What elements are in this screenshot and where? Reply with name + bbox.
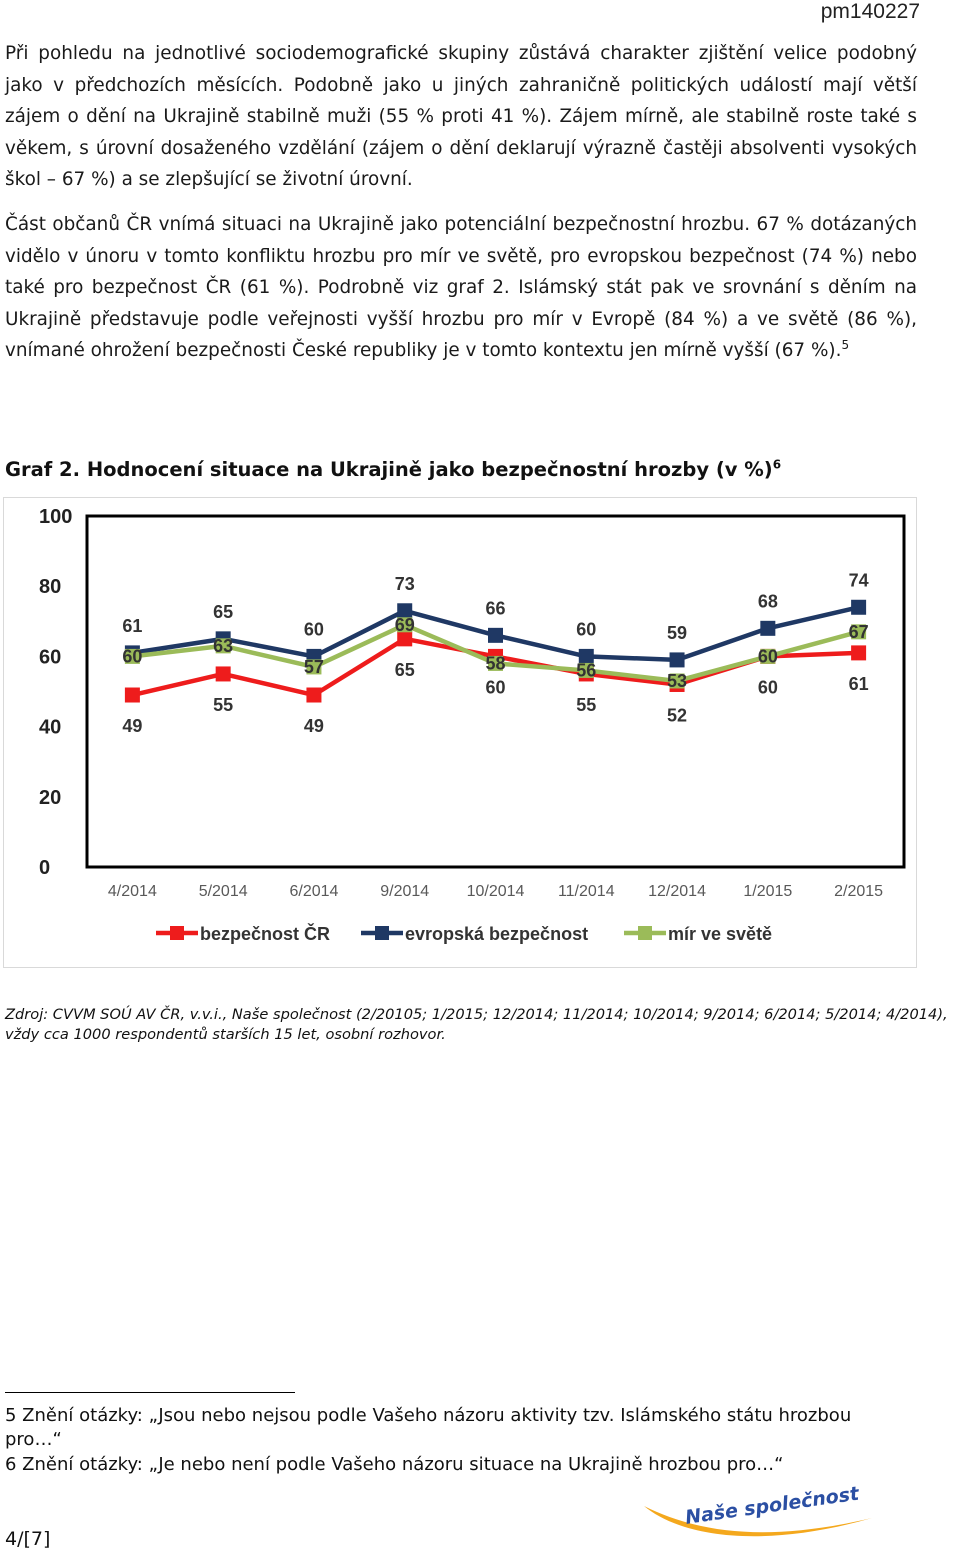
data-point <box>669 652 685 668</box>
data-point <box>669 673 685 689</box>
footnote-ref-6: 6 <box>772 457 782 472</box>
footnote-5: 5 Znění otázky: „Jsou nebo nejsou podle … <box>5 1405 852 1450</box>
x-tick-label: 1/2015 <box>743 883 792 900</box>
data-point <box>851 599 867 615</box>
data-label: 61 <box>849 674 869 694</box>
data-label: 53 <box>667 671 687 691</box>
data-point <box>760 648 776 664</box>
y-tick-label: 100 <box>39 506 72 528</box>
y-tick-label: 20 <box>39 787 61 809</box>
data-label: 55 <box>213 695 233 715</box>
y-tick-label: 40 <box>39 717 61 739</box>
data-label: 67 <box>849 622 869 642</box>
x-tick-label: 12/2014 <box>648 883 706 900</box>
data-point <box>488 627 503 643</box>
data-point <box>215 638 231 654</box>
y-tick-label: 80 <box>39 576 61 598</box>
footnote-6: 6 Znění otázky: „Je nebo není podle Vaše… <box>5 1454 784 1475</box>
data-label: 56 <box>576 660 596 680</box>
paragraph-interest: Při pohledu na jednotlivé sociodemografi… <box>5 43 917 191</box>
data-point <box>760 620 776 636</box>
data-point <box>397 631 413 647</box>
legend-marker <box>375 926 389 940</box>
paragraph-security-threat: Část občanů ČR vnímá situaci na Ukrajině… <box>5 209 917 367</box>
data-point <box>851 645 867 661</box>
data-point <box>397 603 413 619</box>
x-tick-label: 10/2014 <box>467 883 525 900</box>
data-point <box>306 687 322 703</box>
y-tick-label: 0 <box>39 857 50 879</box>
data-label: 66 <box>485 598 505 618</box>
x-tick-label: 6/2014 <box>289 883 338 900</box>
plot-area <box>85 514 906 869</box>
x-tick-label: 11/2014 <box>558 883 615 900</box>
data-label: 74 <box>849 570 869 590</box>
logo-text: Naše společnost <box>684 1483 861 1529</box>
data-label: 49 <box>122 716 142 736</box>
data-label: 59 <box>667 623 687 643</box>
data-label: 68 <box>758 591 778 611</box>
legend-marker <box>170 926 184 940</box>
line-chart: 0 20 40 60 80 100 4/2014 5/2014 6/2014 9/2014 10/2… <box>39 506 906 944</box>
data-point <box>124 648 140 664</box>
data-label: 60 <box>122 646 142 666</box>
legend-label: mír ve světě <box>668 924 772 944</box>
data-label: 60 <box>758 677 778 697</box>
x-tick-label: 5/2014 <box>199 883 248 900</box>
data-label: 60 <box>485 677 505 697</box>
data-label: 58 <box>485 653 505 673</box>
data-point <box>215 666 231 682</box>
data-label: 60 <box>758 646 778 666</box>
data-point <box>306 659 322 675</box>
data-label: 65 <box>395 660 415 680</box>
legend-label: evropská bezpečnost <box>405 924 588 944</box>
data-label: 57 <box>304 657 324 677</box>
data-label: 73 <box>395 574 415 594</box>
legend-marker <box>638 926 652 940</box>
x-tick-label: 4/2014 <box>108 883 157 900</box>
data-label: 49 <box>304 716 324 736</box>
y-tick-label: 60 <box>39 646 61 668</box>
data-point <box>124 687 140 703</box>
data-label: 69 <box>395 615 415 635</box>
page-number: 4/[7] <box>5 1528 51 1550</box>
data-label: 52 <box>667 705 687 725</box>
data-label: 55 <box>576 695 596 715</box>
source-note: Zdroj: CVVM SOÚ AV ČR, v.v.i., Naše spol… <box>5 1006 948 1043</box>
data-point <box>578 662 594 678</box>
data-label: 61 <box>122 616 142 636</box>
data-label: 63 <box>213 636 233 656</box>
data-point <box>488 655 503 671</box>
data-point <box>851 624 867 640</box>
chart-title: Graf 2. Hodnocení situace na Ukrajině ja… <box>5 458 781 481</box>
document-code: pm140227 <box>820 0 920 23</box>
legend-label: bezpečnost ČR <box>200 923 330 944</box>
x-tick-label: 9/2014 <box>380 883 429 900</box>
data-point <box>578 648 594 664</box>
data-label: 60 <box>576 619 596 639</box>
footnote-ref-5: 5 <box>841 338 850 353</box>
logo-swoosh <box>644 1506 872 1537</box>
paragraph-security-threat-text: Část občanů ČR vnímá situaci na Ukrajině… <box>5 214 917 362</box>
x-tick-label: 2/2015 <box>834 883 883 900</box>
footnote-rule <box>5 1392 295 1393</box>
data-label: 65 <box>213 602 233 622</box>
data-label: 60 <box>304 619 324 639</box>
data-point <box>397 617 413 633</box>
nase-spolecnost-logo: Naše společnost <box>644 1483 872 1537</box>
chart-title-text: Graf 2. Hodnocení situace na Ukrajině ja… <box>5 458 773 481</box>
chart-container: 0 20 40 60 80 100 4/2014 5/2014 6/2014 9/2014 10/2… <box>3 497 917 968</box>
